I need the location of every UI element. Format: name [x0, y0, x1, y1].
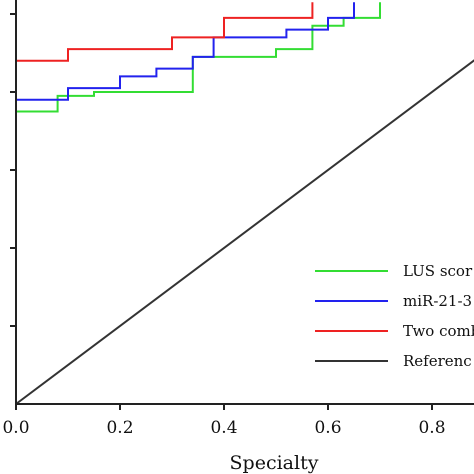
legend: LUS scor miR-21-3 Two comb Referenc — [315, 262, 474, 370]
x-tick-label-3: 0.6 — [314, 418, 341, 438]
series-line-1 — [15, 2, 355, 104]
series-line-2 — [15, 2, 314, 73]
y-axis-ticks — [10, 13, 16, 327]
legend-label-2: Two comb — [403, 322, 474, 340]
series-line-3 — [15, 59, 474, 405]
x-tick-label-4: 0.8 — [418, 418, 445, 438]
x-tick-label-0: 0.0 — [2, 418, 29, 438]
x-tick-label-1: 0.2 — [106, 418, 133, 438]
x-axis-title: Specialty — [230, 452, 319, 474]
legend-label-3: Referenc — [403, 352, 472, 370]
plot-lines — [15, 2, 474, 405]
x-axis-ticks: 0.0 0.2 0.4 0.6 0.8 — [2, 404, 446, 438]
series-line-0 — [15, 2, 381, 113]
legend-label-1: miR-21-3 — [403, 292, 472, 310]
x-tick-label-2: 0.4 — [210, 418, 237, 438]
legend-label-0: LUS scor — [403, 262, 473, 280]
